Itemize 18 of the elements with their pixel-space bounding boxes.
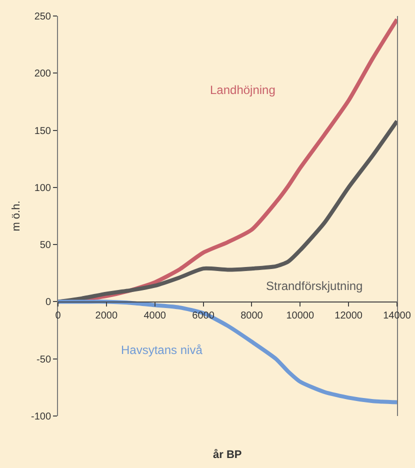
x-tick-label: 2000 xyxy=(95,310,118,322)
x-tick-label: 4000 xyxy=(144,310,166,322)
y-tick-label: 100 xyxy=(34,182,52,194)
y-tick-label: 200 xyxy=(34,68,52,80)
y-axis-title: m ö.h. xyxy=(10,200,23,232)
x-axis-title: år BP xyxy=(213,448,242,461)
y-tick-label: 50 xyxy=(40,240,52,252)
y-tick-label: 150 xyxy=(34,126,52,137)
text: Landhöjning xyxy=(210,83,276,97)
y-tick-label: -100 xyxy=(30,412,52,422)
x-tick-label: 8000 xyxy=(240,310,264,322)
series-label: Strandförskjutning xyxy=(266,279,363,293)
text: Havsytans nivå xyxy=(121,343,203,357)
y-tick-label: -50 xyxy=(36,354,52,366)
x-tick-label: 10000 xyxy=(286,310,314,322)
y-tick-label: 0 xyxy=(45,297,52,308)
x-tick-label: 12000 xyxy=(334,310,363,322)
y-tick-label: 250 xyxy=(34,12,52,22)
